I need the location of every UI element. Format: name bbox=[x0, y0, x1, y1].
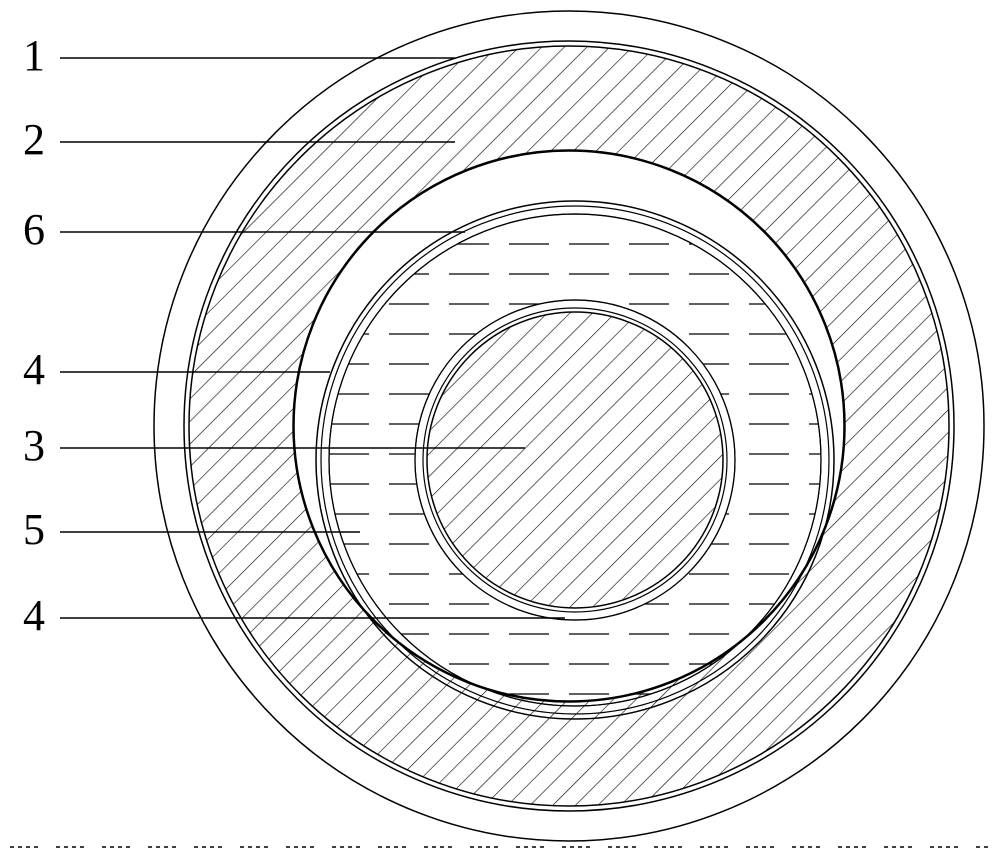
callout-label-3: 3 bbox=[23, 420, 45, 471]
callout-label-4b: 4 bbox=[23, 590, 45, 641]
callout-label-6: 6 bbox=[23, 204, 45, 255]
callout-label-5: 5 bbox=[23, 504, 45, 555]
callout-label-4a: 4 bbox=[23, 344, 45, 395]
callout-label-1: 1 bbox=[23, 30, 45, 81]
callout-label-2: 2 bbox=[23, 114, 45, 165]
diagram-container: 1 2 6 4 3 5 4 bbox=[0, 0, 1000, 861]
cross-section-svg bbox=[0, 0, 1000, 861]
